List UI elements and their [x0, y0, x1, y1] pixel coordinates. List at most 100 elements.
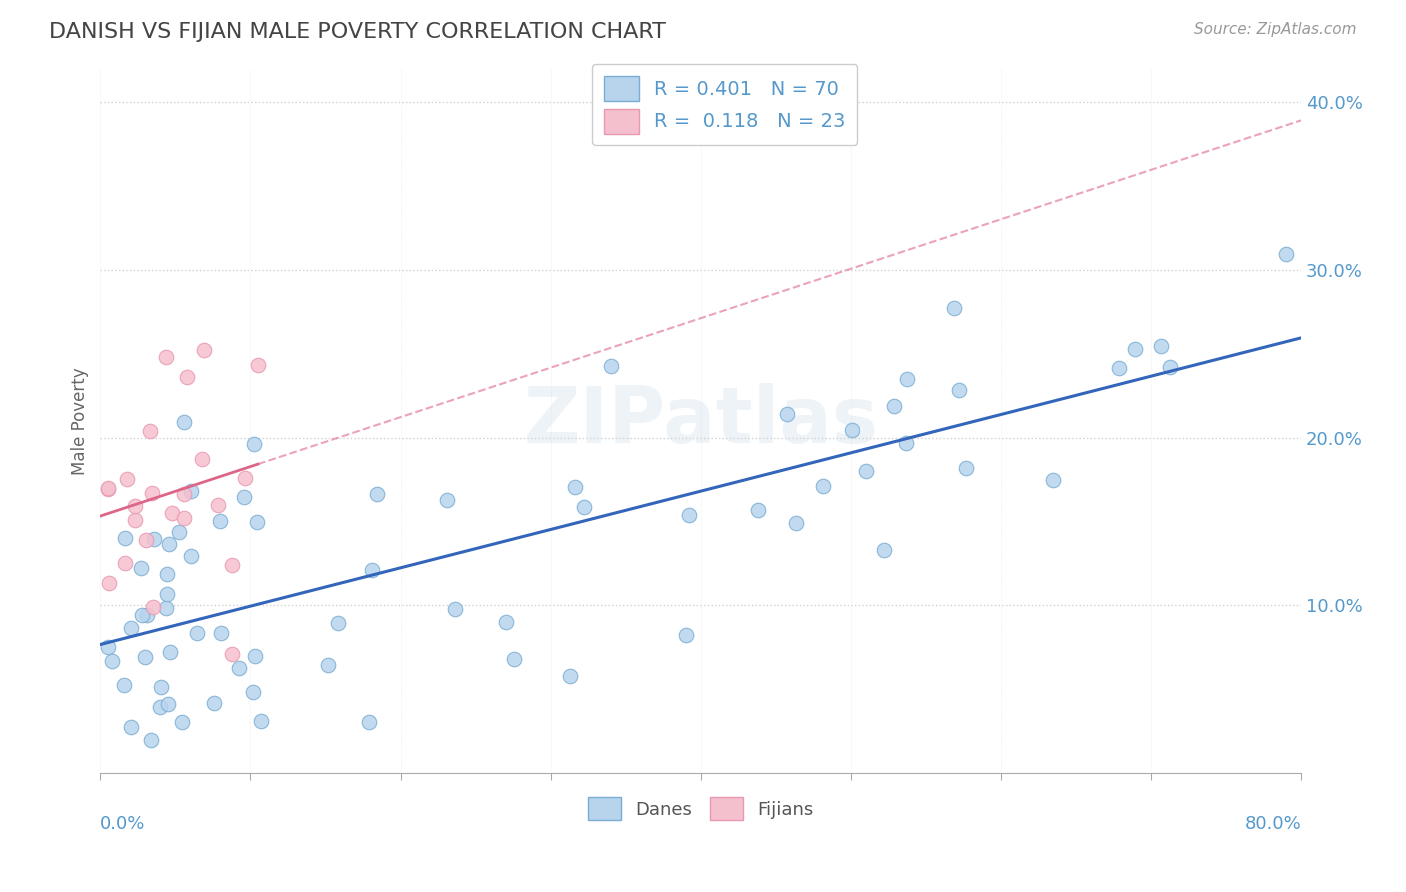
Point [173, 487, 195, 501]
Point [156, 567, 179, 582]
Point [131, 607, 153, 622]
Point [359, 715, 381, 730]
Point [599, 359, 621, 373]
Point [1275, 246, 1298, 260]
Point [97, 482, 120, 496]
Point [502, 651, 524, 665]
Point [855, 464, 877, 478]
Point [157, 697, 180, 711]
Point [112, 678, 135, 692]
Point [228, 660, 250, 674]
Point [97, 640, 120, 654]
Legend: Danes, Fijians: Danes, Fijians [581, 790, 821, 828]
Point [221, 558, 243, 573]
Point [202, 696, 225, 710]
Point [1159, 359, 1181, 374]
Point [209, 626, 232, 640]
Point [139, 732, 162, 747]
Point [316, 658, 339, 673]
Point [121, 720, 143, 734]
Point [155, 600, 177, 615]
Point [221, 648, 243, 662]
Point [675, 628, 697, 642]
Point [361, 563, 384, 577]
Point [896, 372, 918, 386]
Point [176, 370, 198, 384]
Point [233, 471, 256, 485]
Point [883, 399, 905, 413]
Point [894, 435, 917, 450]
Point [250, 714, 273, 728]
Point [246, 358, 269, 372]
Point [1108, 360, 1130, 375]
Point [209, 514, 232, 528]
Point [143, 532, 166, 546]
Point [495, 615, 517, 629]
Point [948, 383, 970, 397]
Point [170, 714, 193, 729]
Point [173, 510, 195, 524]
Point [97, 576, 120, 591]
Point [436, 493, 458, 508]
Point [129, 561, 152, 575]
Point [180, 484, 202, 499]
Point [811, 479, 834, 493]
Point [232, 490, 254, 504]
Point [747, 502, 769, 516]
Point [678, 508, 700, 522]
Point [243, 436, 266, 450]
Point [785, 516, 807, 531]
Point [366, 487, 388, 501]
Point [873, 542, 896, 557]
Point [242, 685, 264, 699]
Point [124, 513, 146, 527]
Point [135, 533, 157, 547]
Point [141, 485, 163, 500]
Point [120, 621, 142, 635]
Point [117, 472, 139, 486]
Point [572, 500, 595, 514]
Point [134, 649, 156, 664]
Point [101, 654, 124, 668]
Text: ZIPatlas: ZIPatlas [523, 383, 879, 458]
Point [246, 515, 269, 529]
Point [190, 452, 212, 467]
Point [776, 407, 799, 421]
Text: Source: ZipAtlas.com: Source: ZipAtlas.com [1194, 22, 1357, 37]
Point [157, 537, 180, 551]
Point [136, 608, 159, 623]
Text: 80.0%: 80.0% [1244, 815, 1301, 833]
Point [97, 482, 120, 496]
Point [326, 616, 349, 631]
Point [160, 506, 183, 520]
Point [173, 415, 195, 429]
Point [124, 499, 146, 513]
Point [243, 649, 266, 664]
Point [942, 301, 965, 315]
Point [149, 700, 172, 714]
Point [443, 602, 465, 616]
Point [167, 524, 190, 539]
Point [180, 549, 202, 563]
Point [558, 669, 581, 683]
Y-axis label: Male Poverty: Male Poverty [72, 367, 89, 475]
Point [139, 425, 162, 439]
Point [156, 587, 179, 601]
Point [155, 350, 177, 364]
Point [955, 460, 977, 475]
Text: 0.0%: 0.0% [100, 815, 146, 833]
Point [841, 423, 863, 437]
Point [1042, 473, 1064, 487]
Point [186, 626, 208, 640]
Point [159, 645, 181, 659]
Point [142, 599, 165, 614]
Point [114, 531, 136, 545]
Point [150, 680, 173, 694]
Point [564, 480, 586, 494]
Point [193, 343, 215, 358]
Point [1150, 339, 1173, 353]
Point [114, 556, 136, 570]
Point [1125, 342, 1147, 356]
Text: DANISH VS FIJIAN MALE POVERTY CORRELATION CHART: DANISH VS FIJIAN MALE POVERTY CORRELATIO… [49, 22, 666, 42]
Point [207, 498, 229, 512]
